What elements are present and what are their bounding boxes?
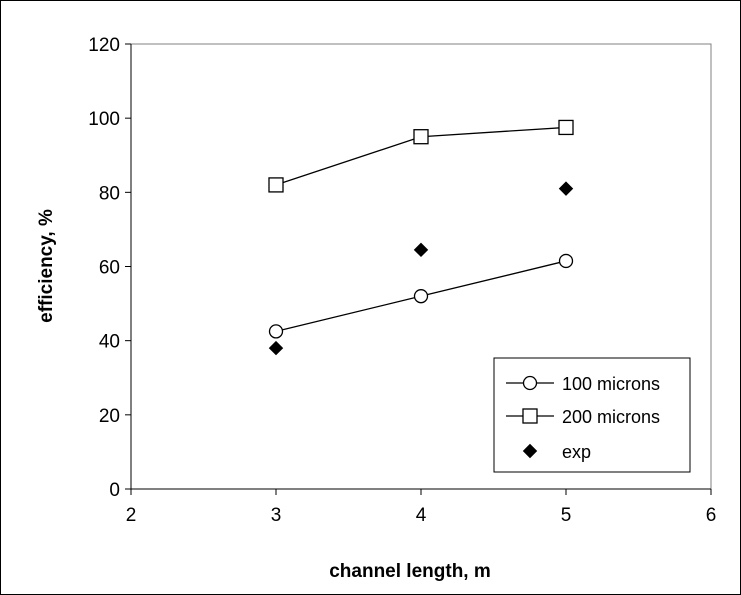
data-point	[558, 119, 574, 136]
legend: 100 microns 200 microns exp	[493, 357, 691, 473]
y-tick-label: 120	[88, 35, 120, 56]
series-diamond-filled	[268, 181, 574, 356]
legend-marker	[522, 443, 538, 459]
data-point	[558, 181, 574, 196]
data-point	[268, 340, 284, 356]
legend-item: exp	[522, 442, 591, 462]
x-tick-label: 4	[416, 505, 427, 526]
data-point	[268, 177, 284, 193]
x-tick-label: 6	[706, 505, 717, 526]
data-point	[268, 324, 284, 339]
legend-label: 100 microns	[562, 374, 660, 394]
legend-marker	[522, 375, 538, 391]
legend-label: exp	[562, 442, 591, 462]
data-point	[413, 242, 429, 258]
x-tick-label: 5	[561, 505, 572, 526]
legend-item: 200 microns	[506, 407, 660, 427]
legend-label: 200 microns	[562, 407, 660, 427]
x-axis-title: channel length, m	[329, 561, 491, 582]
y-tick-label: 20	[99, 406, 120, 427]
y-tick-label: 80	[99, 183, 120, 204]
y-tick-label: 100	[88, 109, 120, 130]
y-axis-title: efficiency, %	[36, 209, 57, 323]
series-square-open	[268, 119, 574, 193]
legend-marker	[522, 408, 538, 424]
legend-item: 100 microns	[506, 374, 660, 394]
y-tick-label: 0	[109, 480, 120, 501]
data-point	[413, 129, 429, 145]
x-tick-label: 2	[126, 505, 137, 526]
data-point	[558, 253, 574, 269]
data-point	[413, 289, 429, 304]
y-tick-label: 40	[99, 332, 120, 353]
x-tick-label: 3	[271, 505, 282, 526]
y-tick-label: 60	[99, 258, 120, 279]
series-circle-open	[268, 253, 574, 339]
